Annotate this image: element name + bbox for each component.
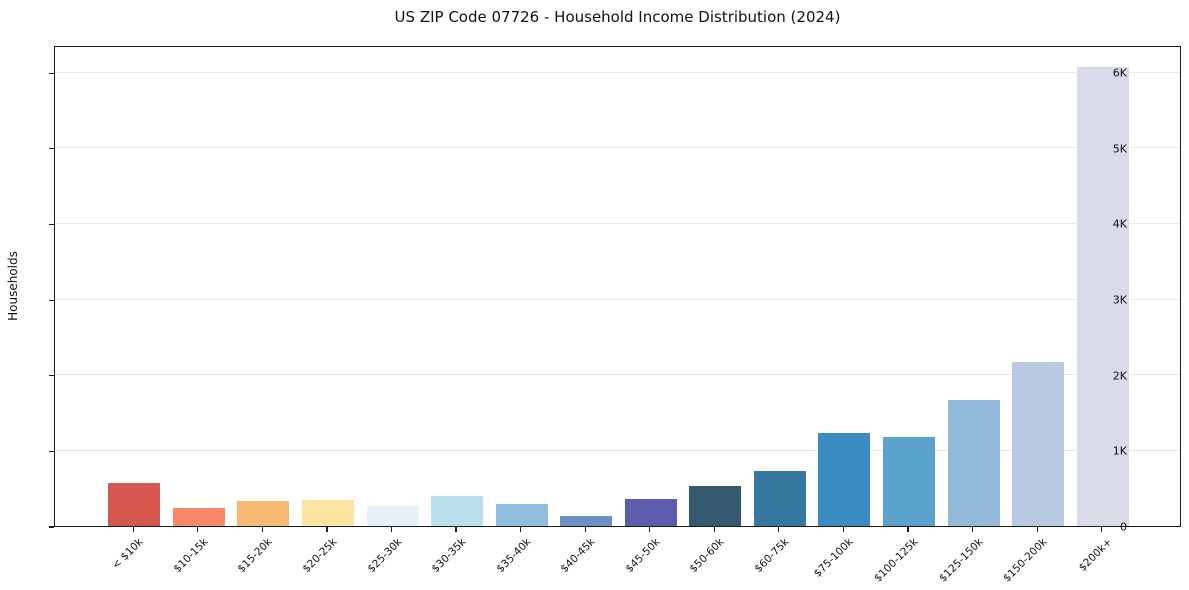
bar-< $10k	[108, 483, 161, 526]
y-tick-mark-3K	[49, 299, 54, 301]
x-tick-mark-$125-150k	[971, 527, 974, 532]
gridline-2K	[55, 374, 1180, 376]
bar-$100-125k	[883, 437, 936, 526]
x-tick-label-$25-30k: $25-30k	[364, 536, 405, 576]
bar-$15-20k	[237, 501, 290, 526]
x-tick-label-$10-15k: $10-15k	[171, 536, 211, 576]
x-tick-mark-$200k+	[1101, 527, 1103, 532]
bar-$150-200k	[1012, 361, 1065, 526]
x-tick-mark-$30-35k	[455, 527, 457, 532]
bar-$75-100k	[818, 433, 871, 526]
x-tick-mark-$10-15k	[197, 527, 199, 532]
y-tick-label-0: 0	[1120, 520, 1127, 534]
bar-$45-50k	[624, 499, 677, 526]
bar-$35-40k	[495, 504, 548, 526]
x-tick-mark-$60-75k	[778, 527, 780, 532]
x-tick-label-$15-20k: $15-20k	[235, 536, 275, 576]
x-tick-label-$40-45k: $40-45k	[558, 536, 598, 576]
y-tick-label-1K: 1K	[1112, 444, 1127, 458]
x-tick-mark-$45-50k	[649, 527, 651, 532]
y-tick-mark-1K	[49, 450, 54, 452]
y-tick-label-5K: 5K	[1112, 142, 1127, 156]
chart-title: US ZIP Code 07726 - Household Income Dis…	[394, 8, 841, 26]
y-tick-label-2K: 2K	[1112, 369, 1127, 383]
x-tick-label-$35-40k: $35-40k	[494, 536, 534, 576]
x-tick-label-$100-125k: $100-125k	[871, 536, 921, 585]
x-tick-label-$45-50k: $45-50k	[623, 536, 663, 576]
x-tick-mark-$100-125k	[907, 527, 909, 532]
y-tick-mark-5K	[49, 148, 54, 150]
y-tick-mark-4K	[49, 223, 54, 226]
gridline-3K	[55, 298, 1180, 300]
x-tick-label-$20-25k: $20-25k	[300, 536, 340, 576]
x-tick-mark-$75-100k	[842, 527, 845, 532]
y-tick-label-4K: 4K	[1112, 217, 1127, 231]
x-tick-mark-$50-60k	[713, 527, 715, 532]
bar-$50-60k	[689, 486, 742, 526]
bar-$40-45k	[560, 516, 613, 526]
x-tick-mark-$150-200k	[1036, 527, 1038, 532]
x-tick-label-$50-60k: $50-60k	[687, 536, 727, 576]
x-tick-label-< $10k: < $10k	[110, 536, 146, 572]
bar-$20-25k	[301, 499, 354, 526]
bar-$10-15k	[172, 508, 225, 526]
x-tick-label-$60-75k: $60-75k	[752, 536, 792, 576]
y-tick-mark-2K	[49, 375, 54, 377]
gridline-5K	[55, 147, 1180, 149]
y-axis-label: Households	[6, 251, 20, 321]
y-tick-mark-6K	[49, 72, 54, 74]
x-tick-label-$75-100k: $75-100k	[812, 536, 856, 580]
x-tick-label-$30-35k: $30-35k	[429, 536, 469, 576]
plot-area	[54, 46, 1181, 527]
y-tick-label-6K: 6K	[1112, 66, 1127, 80]
bar-$200k+	[1076, 67, 1129, 526]
y-tick-mark-0	[49, 526, 54, 528]
x-tick-mark-$25-30k	[390, 527, 393, 532]
gridline-4K	[55, 222, 1180, 224]
y-tick-label-3K: 3K	[1112, 293, 1127, 307]
gridline-1K	[55, 449, 1180, 451]
bar-$60-75k	[753, 470, 806, 526]
bar-$25-30k	[366, 505, 419, 526]
x-tick-label-$125-150k: $125-150k	[936, 536, 986, 585]
bar-$125-150k	[947, 399, 1000, 526]
x-tick-mark-$20-25k	[326, 527, 328, 532]
x-tick-mark-< $10k	[132, 527, 134, 532]
x-tick-mark-$40-45k	[584, 527, 586, 532]
x-tick-label-$150-200k: $150-200k	[1001, 536, 1050, 585]
bar-$30-35k	[431, 496, 484, 526]
gridline-6K	[55, 71, 1180, 73]
x-tick-mark-$35-40k	[520, 527, 522, 532]
x-tick-label-$200k+: $200k+	[1076, 536, 1115, 574]
x-tick-mark-$15-20k	[261, 527, 263, 532]
